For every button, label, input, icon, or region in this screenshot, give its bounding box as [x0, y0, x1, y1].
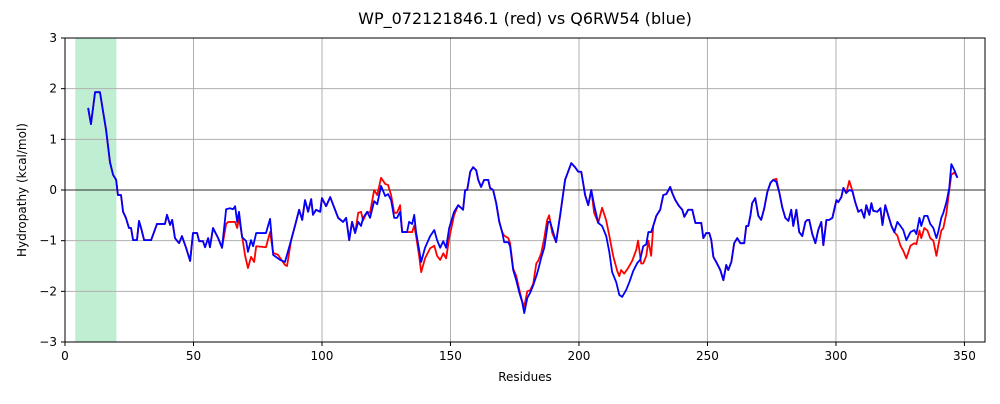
series-line [87, 91, 959, 315]
series-line [87, 91, 959, 308]
x-tick-label: 0 [61, 349, 69, 363]
y-tick-label: −3 [39, 335, 57, 349]
x-tick-label: 100 [311, 349, 334, 363]
y-axis-label: Hydropathy (kcal/mol) [15, 123, 29, 257]
y-tick-label: 1 [49, 132, 57, 146]
x-tick-label: 50 [186, 349, 201, 363]
x-axis-label: Residues [498, 370, 552, 384]
x-tick-label: 350 [953, 349, 976, 363]
y-tick-label: 2 [49, 82, 57, 96]
x-tick-label: 250 [696, 349, 719, 363]
x-tick-label: 300 [824, 349, 847, 363]
x-tick-label: 150 [439, 349, 462, 363]
y-tick-label: −1 [39, 234, 57, 248]
y-tick-label: 0 [49, 183, 57, 197]
chart-title: WP_072121846.1 (red) vs Q6RW54 (blue) [358, 9, 692, 29]
y-tick-label: 3 [49, 31, 57, 45]
y-tick-label: −2 [39, 284, 57, 298]
x-tick-label: 200 [568, 349, 591, 363]
plot-area [64, 37, 985, 343]
